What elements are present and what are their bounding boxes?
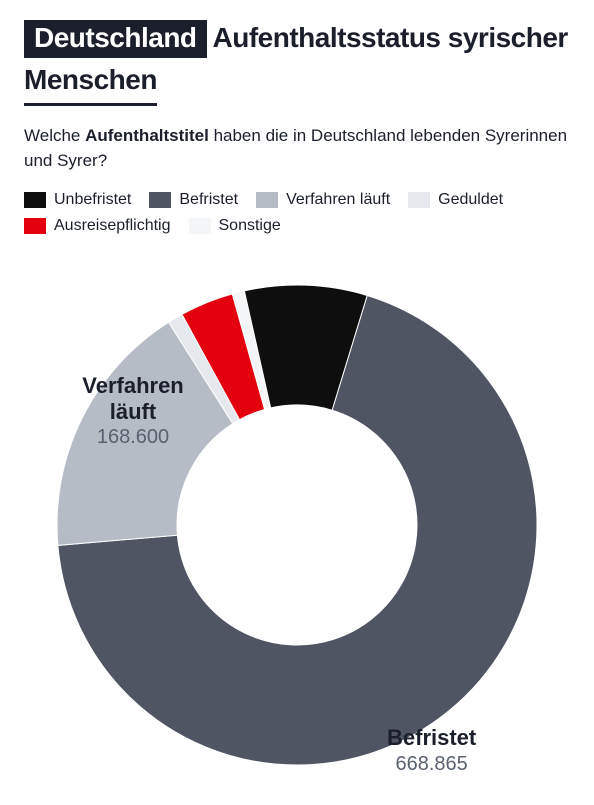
slice-label-name: Verfahren läuft (63, 373, 203, 424)
legend-label: Sonstige (219, 217, 281, 235)
legend-swatch (408, 192, 430, 208)
legend-swatch (149, 192, 171, 208)
legend-label: Unbefristet (54, 191, 131, 209)
subtitle-pre: Welche (24, 126, 85, 145)
slice-label-value: 168.600 (63, 426, 203, 449)
legend-swatch (24, 218, 46, 234)
legend-item: Befristet (149, 191, 238, 209)
legend-label: Befristet (179, 191, 238, 209)
legend-item: Verfahren läuft (256, 191, 390, 209)
donut-chart: Befristet 668.865 Verfahren läuft168.600 (37, 265, 557, 785)
slice-label: Verfahren läuft168.600 (63, 373, 203, 449)
slice-label: Befristet 668.865 (387, 725, 476, 775)
legend-swatch (189, 218, 211, 234)
title-line2: Menschen (24, 62, 157, 106)
legend-label: Geduldet (438, 191, 503, 209)
subtitle-bold: Aufenthaltstitel (85, 126, 209, 145)
legend-item: Unbefristet (24, 191, 131, 209)
legend-swatch (256, 192, 278, 208)
legend-item: Sonstige (189, 217, 281, 235)
legend-label: Ausreisepflichtig (54, 217, 171, 235)
title-badge: Deutschland (24, 20, 207, 58)
slice-label-value: 668.865 (387, 753, 476, 776)
legend-item: Ausreisepflichtig (24, 217, 171, 235)
legend-item: Geduldet (408, 191, 503, 209)
title-line1: Aufenthaltsstatus syrischer (207, 20, 568, 55)
subtitle: Welche Aufenthaltstitel haben die in Deu… (24, 124, 570, 173)
legend-swatch (24, 192, 46, 208)
legend-label: Verfahren läuft (286, 191, 390, 209)
slice-label-name: Befristet (387, 725, 476, 750)
legend: Unbefristet Befristet Verfahren läuft Gedul… (24, 191, 570, 235)
